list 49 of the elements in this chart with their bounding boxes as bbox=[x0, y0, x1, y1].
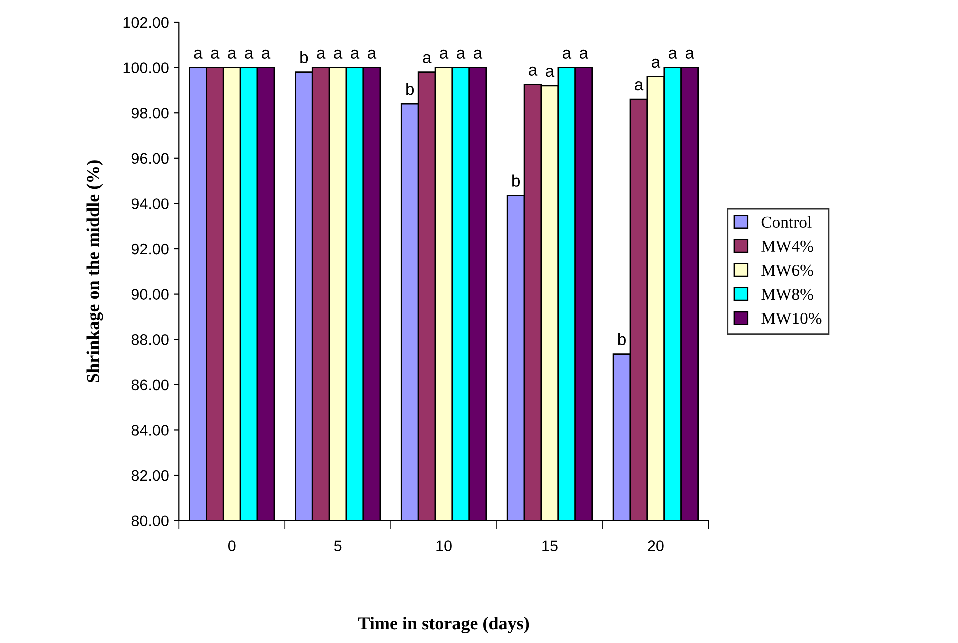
data-label: a bbox=[334, 50, 343, 59]
x-tick-label: 20 bbox=[648, 540, 664, 552]
x-axis-title: Time in storage (days) bbox=[358, 617, 530, 634]
y-tick-label: 100.00 bbox=[124, 62, 169, 74]
y-tick-label: 82.00 bbox=[132, 470, 169, 482]
data-label: a bbox=[563, 50, 572, 59]
legend-label: MW4% bbox=[762, 240, 814, 252]
data-label: a bbox=[351, 50, 360, 59]
y-tick-label: 88.00 bbox=[132, 334, 169, 346]
y-tick-label: 92.00 bbox=[132, 244, 169, 255]
data-label: a bbox=[635, 82, 644, 91]
data-label: a bbox=[368, 50, 377, 59]
x-tick-label: 15 bbox=[542, 540, 558, 552]
legend-label: MW10% bbox=[762, 312, 822, 324]
data-label: a bbox=[529, 66, 538, 76]
data-label: a bbox=[474, 50, 483, 59]
data-label: a bbox=[194, 50, 203, 59]
data-label: a bbox=[668, 50, 678, 59]
x-tick-label: 0 bbox=[228, 540, 236, 552]
legend-label: Control bbox=[762, 216, 812, 228]
y-tick-label: 96.00 bbox=[132, 153, 169, 164]
legend-label: MW6% bbox=[762, 264, 814, 276]
y-tick-label: 94.00 bbox=[132, 198, 169, 210]
y-tick-label: 98.00 bbox=[132, 108, 169, 119]
data-label: b bbox=[406, 82, 414, 96]
y-tick-label: 90.00 bbox=[132, 289, 169, 300]
data-label: b bbox=[300, 51, 308, 64]
legend-label: MW8% bbox=[762, 288, 814, 300]
y-tick-label: 84.00 bbox=[132, 425, 169, 436]
data-label: b bbox=[618, 333, 626, 346]
data-label: a bbox=[686, 50, 694, 59]
data-label: a bbox=[228, 50, 237, 59]
data-label: b bbox=[512, 174, 520, 187]
data-label: a bbox=[211, 50, 220, 59]
x-tick-label: 10 bbox=[436, 540, 452, 552]
y-tick-label: 102.00 bbox=[124, 17, 169, 28]
data-label: a bbox=[546, 68, 555, 78]
data-label: a bbox=[262, 50, 271, 59]
data-label: a bbox=[652, 58, 661, 68]
y-tick-label: 86.00 bbox=[132, 380, 169, 391]
data-label: a bbox=[580, 50, 589, 59]
data-label: a bbox=[457, 50, 466, 59]
y-tick-label: 80.00 bbox=[132, 516, 169, 527]
data-label: a bbox=[423, 54, 432, 64]
data-label: a bbox=[440, 50, 449, 59]
data-label: a bbox=[317, 50, 326, 59]
data-label: a bbox=[245, 50, 254, 59]
x-tick-label: 5 bbox=[334, 540, 342, 552]
y-axis-title: Shrinkage on the middle (%) bbox=[86, 160, 104, 383]
